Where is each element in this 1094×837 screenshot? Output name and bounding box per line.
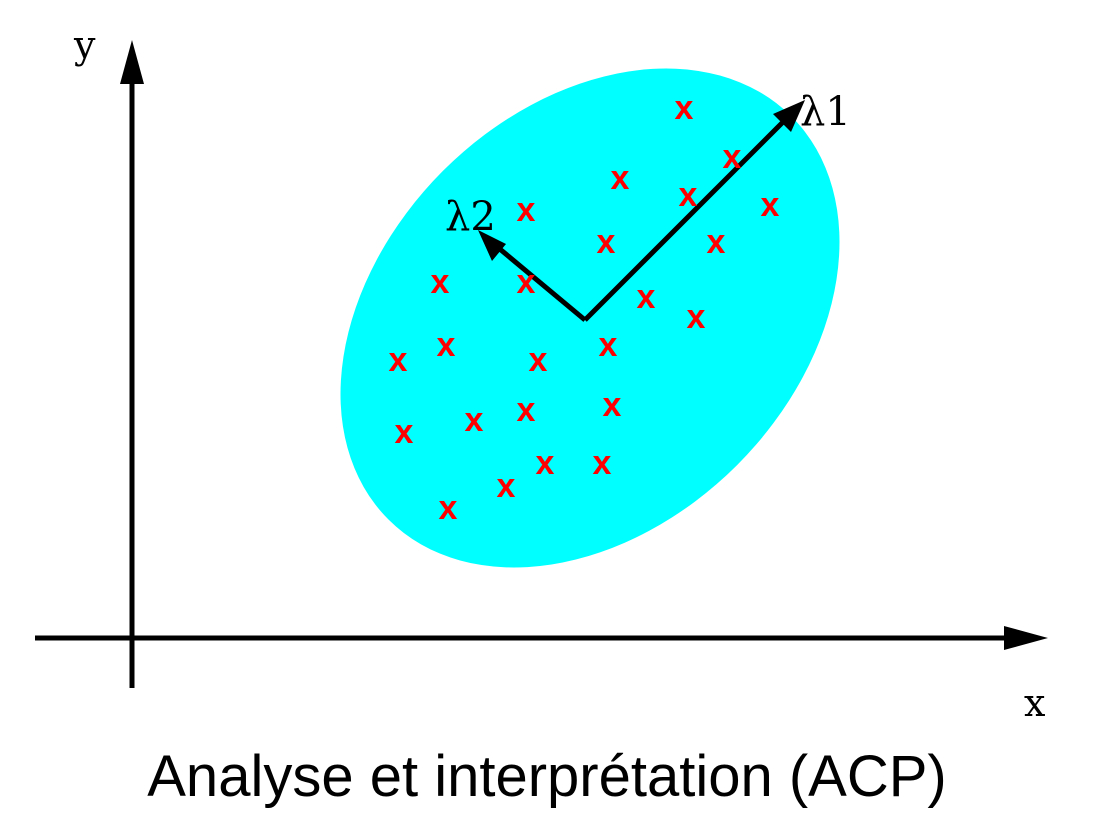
data-point-marker: x [707,223,726,261]
data-point-marker: x [675,89,694,127]
data-point-marker: x [597,223,616,261]
data-point-marker: x [593,444,612,482]
data-point-marker: x [761,186,780,224]
data-point-marker: x [517,191,536,229]
eigenvector-1-arrowhead [773,100,805,132]
data-point-marker: x [465,401,484,439]
data-point-marker: x [687,298,706,336]
data-points: x x x x x x x x x x x x x x x x x x x x … [389,89,780,527]
data-point-marker: x [536,444,555,482]
data-point-marker: x [599,326,618,364]
caption-title: Analyse et interprétation (ACP) [147,744,947,809]
data-point-marker: x [389,341,408,379]
data-point-marker: x [637,278,656,316]
data-point-marker: x [437,326,456,364]
data-point-marker: x [529,341,548,379]
data-point-marker: x [431,263,450,301]
eigenvector-2-label: λ2 [445,194,496,240]
data-point-marker: x [611,159,630,197]
data-point-marker: x [517,391,536,429]
eigenvector-1-label: λ1 [800,89,851,135]
y-axis-label: y [73,23,96,67]
y-axis-arrow [120,40,144,84]
data-point-marker: x [603,386,622,424]
data-point-marker: x [497,467,516,505]
x-axis-arrow [1004,626,1048,650]
data-point-marker: x [679,176,698,214]
eigenvector-2-arrowhead [478,230,506,261]
eigenvector-2-line [493,243,587,322]
data-point-marker: x [439,489,458,527]
data-point-marker: x [723,138,742,176]
data-point-marker: x [395,413,414,451]
eigenvector-1-line [583,118,787,322]
x-axis-label: x [1024,681,1045,725]
data-point-marker: x [517,263,536,301]
